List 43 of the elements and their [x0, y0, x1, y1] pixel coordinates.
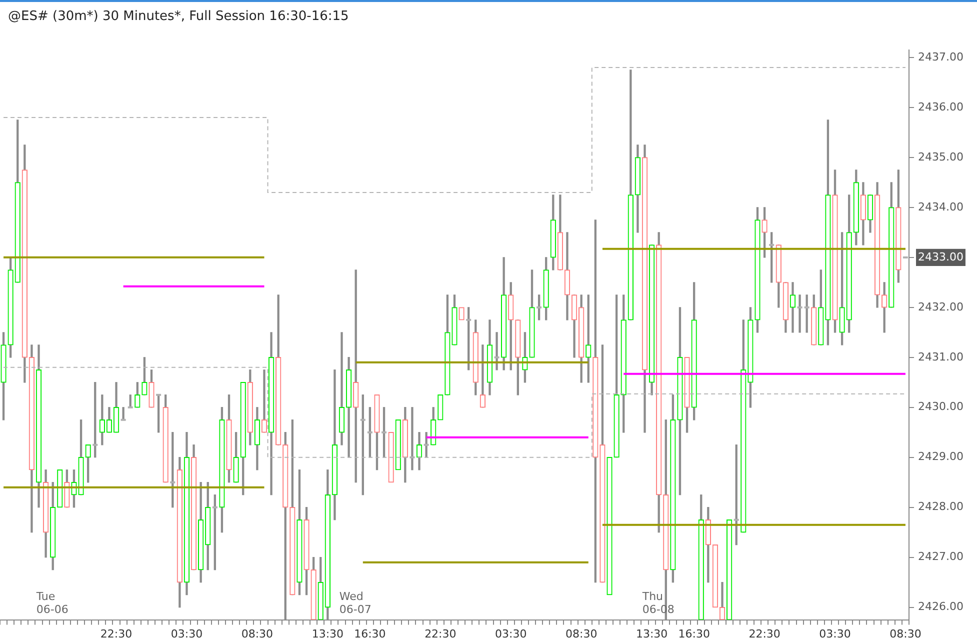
candlestick	[493, 332, 500, 370]
candlestick	[726, 520, 732, 620]
x-tick-label: 03:30	[495, 627, 527, 640]
annotation: Tue 06-06	[35, 590, 68, 616]
candlestick	[92, 382, 99, 458]
y-tick-label: 2432.00	[918, 300, 964, 314]
candlestick	[211, 494, 218, 570]
chart-title: @ES# (30m*) 30 Minutes*, Full Session 16:30-16:15	[0, 0, 977, 26]
x-tick-label: 08:30	[565, 627, 598, 640]
y-tick-label: 2437.00	[918, 50, 964, 64]
x-tick-label: 03:30	[819, 627, 851, 640]
annotation: Wed 06-07	[339, 590, 372, 616]
candlestick	[458, 307, 464, 320]
y-tick-label: 2433.00	[918, 250, 964, 264]
y-tick-label: 2426.00	[918, 600, 964, 614]
candlestick	[438, 394, 444, 420]
x-tick-label: 13:30	[636, 627, 668, 640]
candlestick	[803, 294, 810, 333]
candlestick	[120, 407, 127, 421]
y-tick-label: 2436.00	[918, 100, 964, 114]
y-tick-label: 2430.00	[918, 400, 964, 414]
candlestick	[395, 420, 401, 470]
x-tick-label: 03:30	[170, 627, 203, 640]
x-tick-label: 22:30	[424, 627, 456, 640]
y-tick-label: 2427.00	[918, 550, 964, 564]
candlestick	[796, 294, 804, 333]
candlestick	[606, 457, 612, 596]
x-tick-label: 22:30	[748, 627, 780, 640]
x-tick-label: 13:30	[312, 627, 344, 640]
y-tick-label: 2431.00	[918, 350, 964, 364]
x-tick-label: 22:30	[100, 627, 132, 640]
x-tick-label: 08:30	[241, 627, 274, 640]
x-tick-label: 08:30	[890, 627, 922, 640]
candlestick	[261, 370, 268, 433]
y-tick-label: 2434.00	[918, 200, 964, 214]
y-tick-label: 2429.00	[918, 450, 964, 464]
candlestick	[388, 432, 394, 483]
y-tick-label: 2435.00	[918, 150, 964, 164]
x-tick-label: 16:30	[678, 627, 710, 640]
candlestick	[57, 470, 63, 508]
y-tick-label: 2428.00	[918, 500, 964, 514]
x-tick-label: 16:30	[354, 627, 386, 640]
candlestick	[408, 407, 416, 470]
